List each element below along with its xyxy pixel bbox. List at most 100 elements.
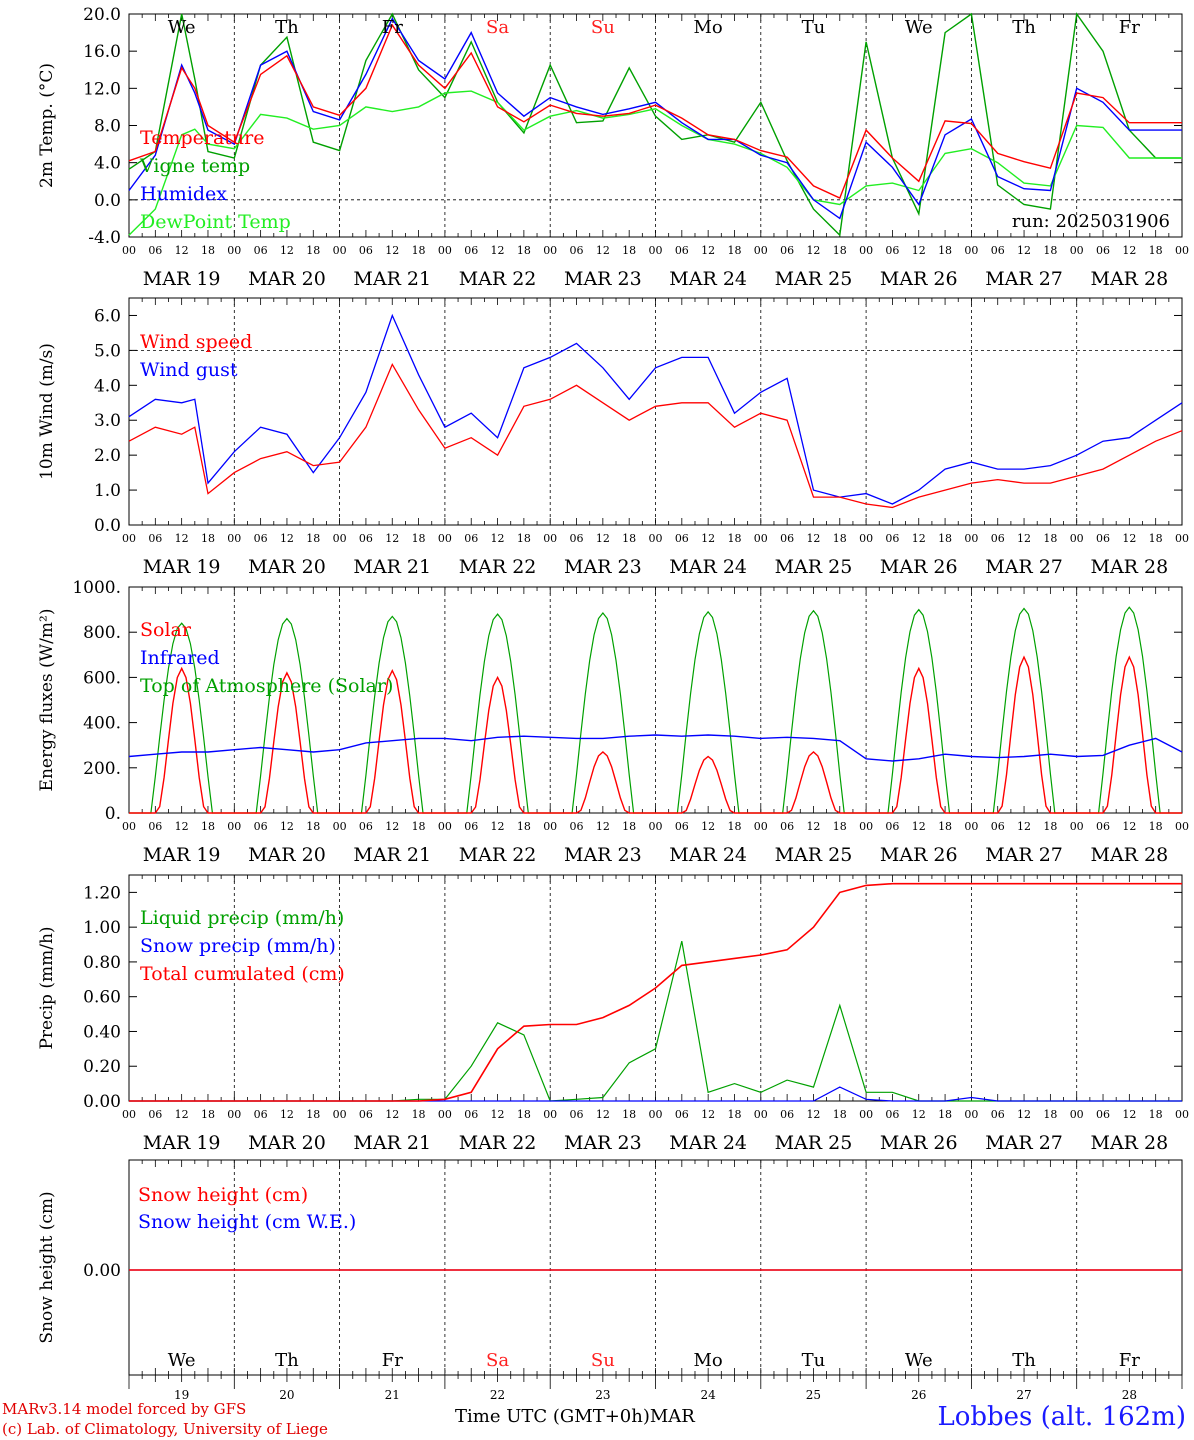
date-label: MAR 27	[985, 556, 1063, 578]
hour-tick-label: 06	[991, 244, 1005, 257]
y-tick-label: 1.00	[83, 918, 121, 938]
y-tick-label: 4.0	[94, 154, 121, 174]
y-tick-label: 1000.	[72, 578, 121, 598]
hour-tick-label: 06	[254, 820, 268, 833]
weekday-label: We	[168, 17, 196, 38]
hour-tick-label: 18	[306, 532, 320, 545]
hour-tick-label: 00	[1070, 244, 1084, 257]
panel-frame-1	[128, 13, 1183, 238]
hour-tick-label: 06	[464, 244, 478, 257]
date-label: MAR 28	[1090, 268, 1168, 290]
hour-tick-label: 00	[964, 244, 978, 257]
hour-tick-label: 18	[1043, 532, 1057, 545]
day-number-label: 22	[490, 1388, 505, 1402]
weekday-label: Tu	[802, 17, 826, 38]
legend-snow-height-cm-: Snow height (cm)	[138, 1184, 308, 1206]
hour-tick-label: 00	[438, 532, 452, 545]
legend-dewpoint-temp: DewPoint Temp	[140, 211, 291, 233]
day-number-label: 26	[911, 1388, 926, 1402]
series-line-temperature	[128, 23, 1182, 199]
hour-tick-label: 18	[517, 244, 531, 257]
hour-tick-label: 06	[885, 820, 899, 833]
hour-tick-label: 12	[280, 244, 294, 257]
series-line-snow-precip-mm-h-	[129, 1086, 1182, 1102]
hour-tick-label: 00	[1175, 1108, 1189, 1121]
y-tick-label: 8.0	[94, 117, 121, 137]
date-label: MAR 19	[143, 268, 221, 290]
station-label: Lobbes (alt. 162m)	[937, 1402, 1186, 1432]
hour-tick-label: 12	[491, 244, 505, 257]
date-label: MAR 27	[985, 844, 1063, 866]
weekday-label: Th	[275, 1350, 299, 1371]
date-label: MAR 25	[775, 556, 853, 578]
hour-tick-label: 06	[1096, 532, 1110, 545]
date-label: MAR 28	[1090, 1132, 1168, 1154]
hour-tick-label: 00	[649, 532, 663, 545]
weekday-label: Th	[1012, 17, 1036, 38]
y-tick-label: 1.20	[83, 883, 121, 903]
y-tick-label: 1.0	[94, 481, 121, 501]
date-label: MAR 24	[669, 844, 747, 866]
legend-solar: Solar	[140, 619, 192, 641]
hour-tick-label: 18	[517, 532, 531, 545]
y-tick-label: 800.	[83, 623, 121, 643]
hour-tick-label: 06	[359, 532, 373, 545]
hour-tick-label: 00	[333, 820, 347, 833]
y-tick-label: 4.0	[94, 376, 121, 396]
hour-tick-label: 12	[1122, 244, 1136, 257]
lab-credit: (c) Lab. of Climatology, University of L…	[2, 1420, 328, 1438]
hour-tick-label: 06	[780, 244, 794, 257]
hour-tick-label: 00	[122, 244, 136, 257]
hour-tick-label: 18	[517, 820, 531, 833]
weekday-label: Sa	[486, 1350, 509, 1371]
hour-tick-label: 12	[385, 820, 399, 833]
hour-tick-label: 06	[570, 820, 584, 833]
date-label: MAR 21	[353, 268, 431, 290]
hour-tick-label: 00	[227, 244, 241, 257]
hour-tick-label: 12	[175, 1108, 189, 1121]
hour-tick-label: 06	[148, 820, 162, 833]
y-tick-label: 0.	[105, 804, 121, 824]
hour-tick-label: 18	[412, 532, 426, 545]
y-tick-label: 16.0	[83, 42, 121, 62]
weekday-label: Mo	[694, 17, 723, 38]
hour-tick-label: 12	[385, 1108, 399, 1121]
date-label: MAR 25	[775, 1132, 853, 1154]
hour-tick-label: 18	[306, 244, 320, 257]
hour-tick-label: 12	[175, 244, 189, 257]
hour-tick-label: 18	[833, 244, 847, 257]
hour-tick-label: 06	[675, 1108, 689, 1121]
hour-tick-label: 00	[333, 532, 347, 545]
hour-tick-label: 12	[175, 820, 189, 833]
weekday-label: Fr	[382, 1350, 403, 1371]
day-number-label: 27	[1016, 1388, 1031, 1402]
date-label: MAR 26	[880, 268, 958, 290]
hour-tick-label: 12	[806, 532, 820, 545]
legend-snow-precip-mm-h-: Snow precip (mm/h)	[140, 935, 336, 957]
y-tick-label: 600.	[83, 668, 121, 688]
date-label: MAR 21	[353, 844, 431, 866]
hour-tick-label: 00	[1070, 820, 1084, 833]
legend-total-cumulated-cm-: Total cumulated (cm)	[140, 963, 345, 985]
hour-tick-label: 12	[1017, 1108, 1031, 1121]
hour-tick-label: 06	[570, 1108, 584, 1121]
hour-tick-label: 00	[333, 244, 347, 257]
date-label: MAR 25	[775, 844, 853, 866]
date-label: MAR 20	[248, 1132, 326, 1154]
hour-tick-label: 18	[938, 244, 952, 257]
date-label: MAR 22	[459, 268, 537, 290]
weekday-label: Su	[591, 17, 615, 38]
hour-tick-label: 00	[649, 820, 663, 833]
hour-tick-label: 00	[1175, 820, 1189, 833]
hour-tick-label: 00	[227, 532, 241, 545]
model-credit: MARv3.14 model forced by GFS	[2, 1400, 247, 1418]
date-label: MAR 27	[985, 1132, 1063, 1154]
hour-tick-label: 06	[780, 532, 794, 545]
legend-wind-gust: Wind gust	[140, 359, 238, 381]
hour-tick-label: 00	[122, 1108, 136, 1121]
weekday-label: Su	[591, 1350, 615, 1371]
y-tick-label: 6.0	[94, 306, 121, 326]
hour-tick-label: 18	[938, 532, 952, 545]
day-number-label: 25	[806, 1388, 821, 1402]
hour-tick-label: 18	[727, 532, 741, 545]
